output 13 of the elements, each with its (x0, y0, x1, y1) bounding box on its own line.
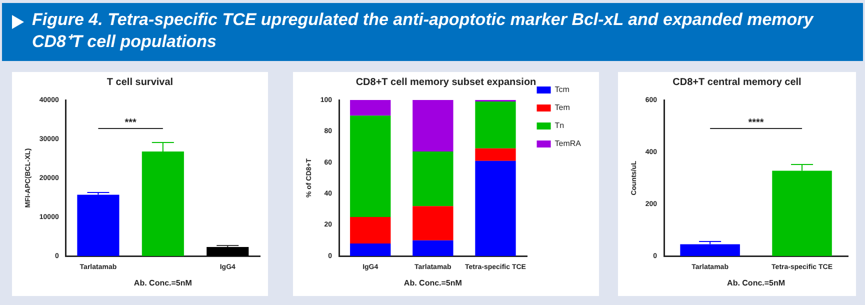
legend-label: TemRA (554, 139, 582, 148)
legend-label: Tem (554, 103, 570, 112)
text: Figure 4. Tetra-specific TCE upregulated the anti-apoptotic marker Bcl-xL and expanded memory CD8⁺T cell populations (32, 10, 814, 51)
chart-title: T cell survival (106, 76, 174, 88)
legend-label: Tn (554, 121, 564, 130)
legend-label: Tcm (554, 85, 570, 94)
x-axis-title: Ab. Conc.=5nM (727, 278, 786, 288)
chart-title: CD8+T cell memory subset expansion (356, 76, 536, 88)
annotation: **** (748, 117, 764, 128)
x-axis-title: Ab. Conc.=5nM (134, 278, 192, 288)
x-axis-title: Ab. Conc.=5nM (404, 278, 462, 288)
annotation: *** (124, 117, 137, 128)
chart-title: CD8+T central memory cell (672, 76, 802, 88)
